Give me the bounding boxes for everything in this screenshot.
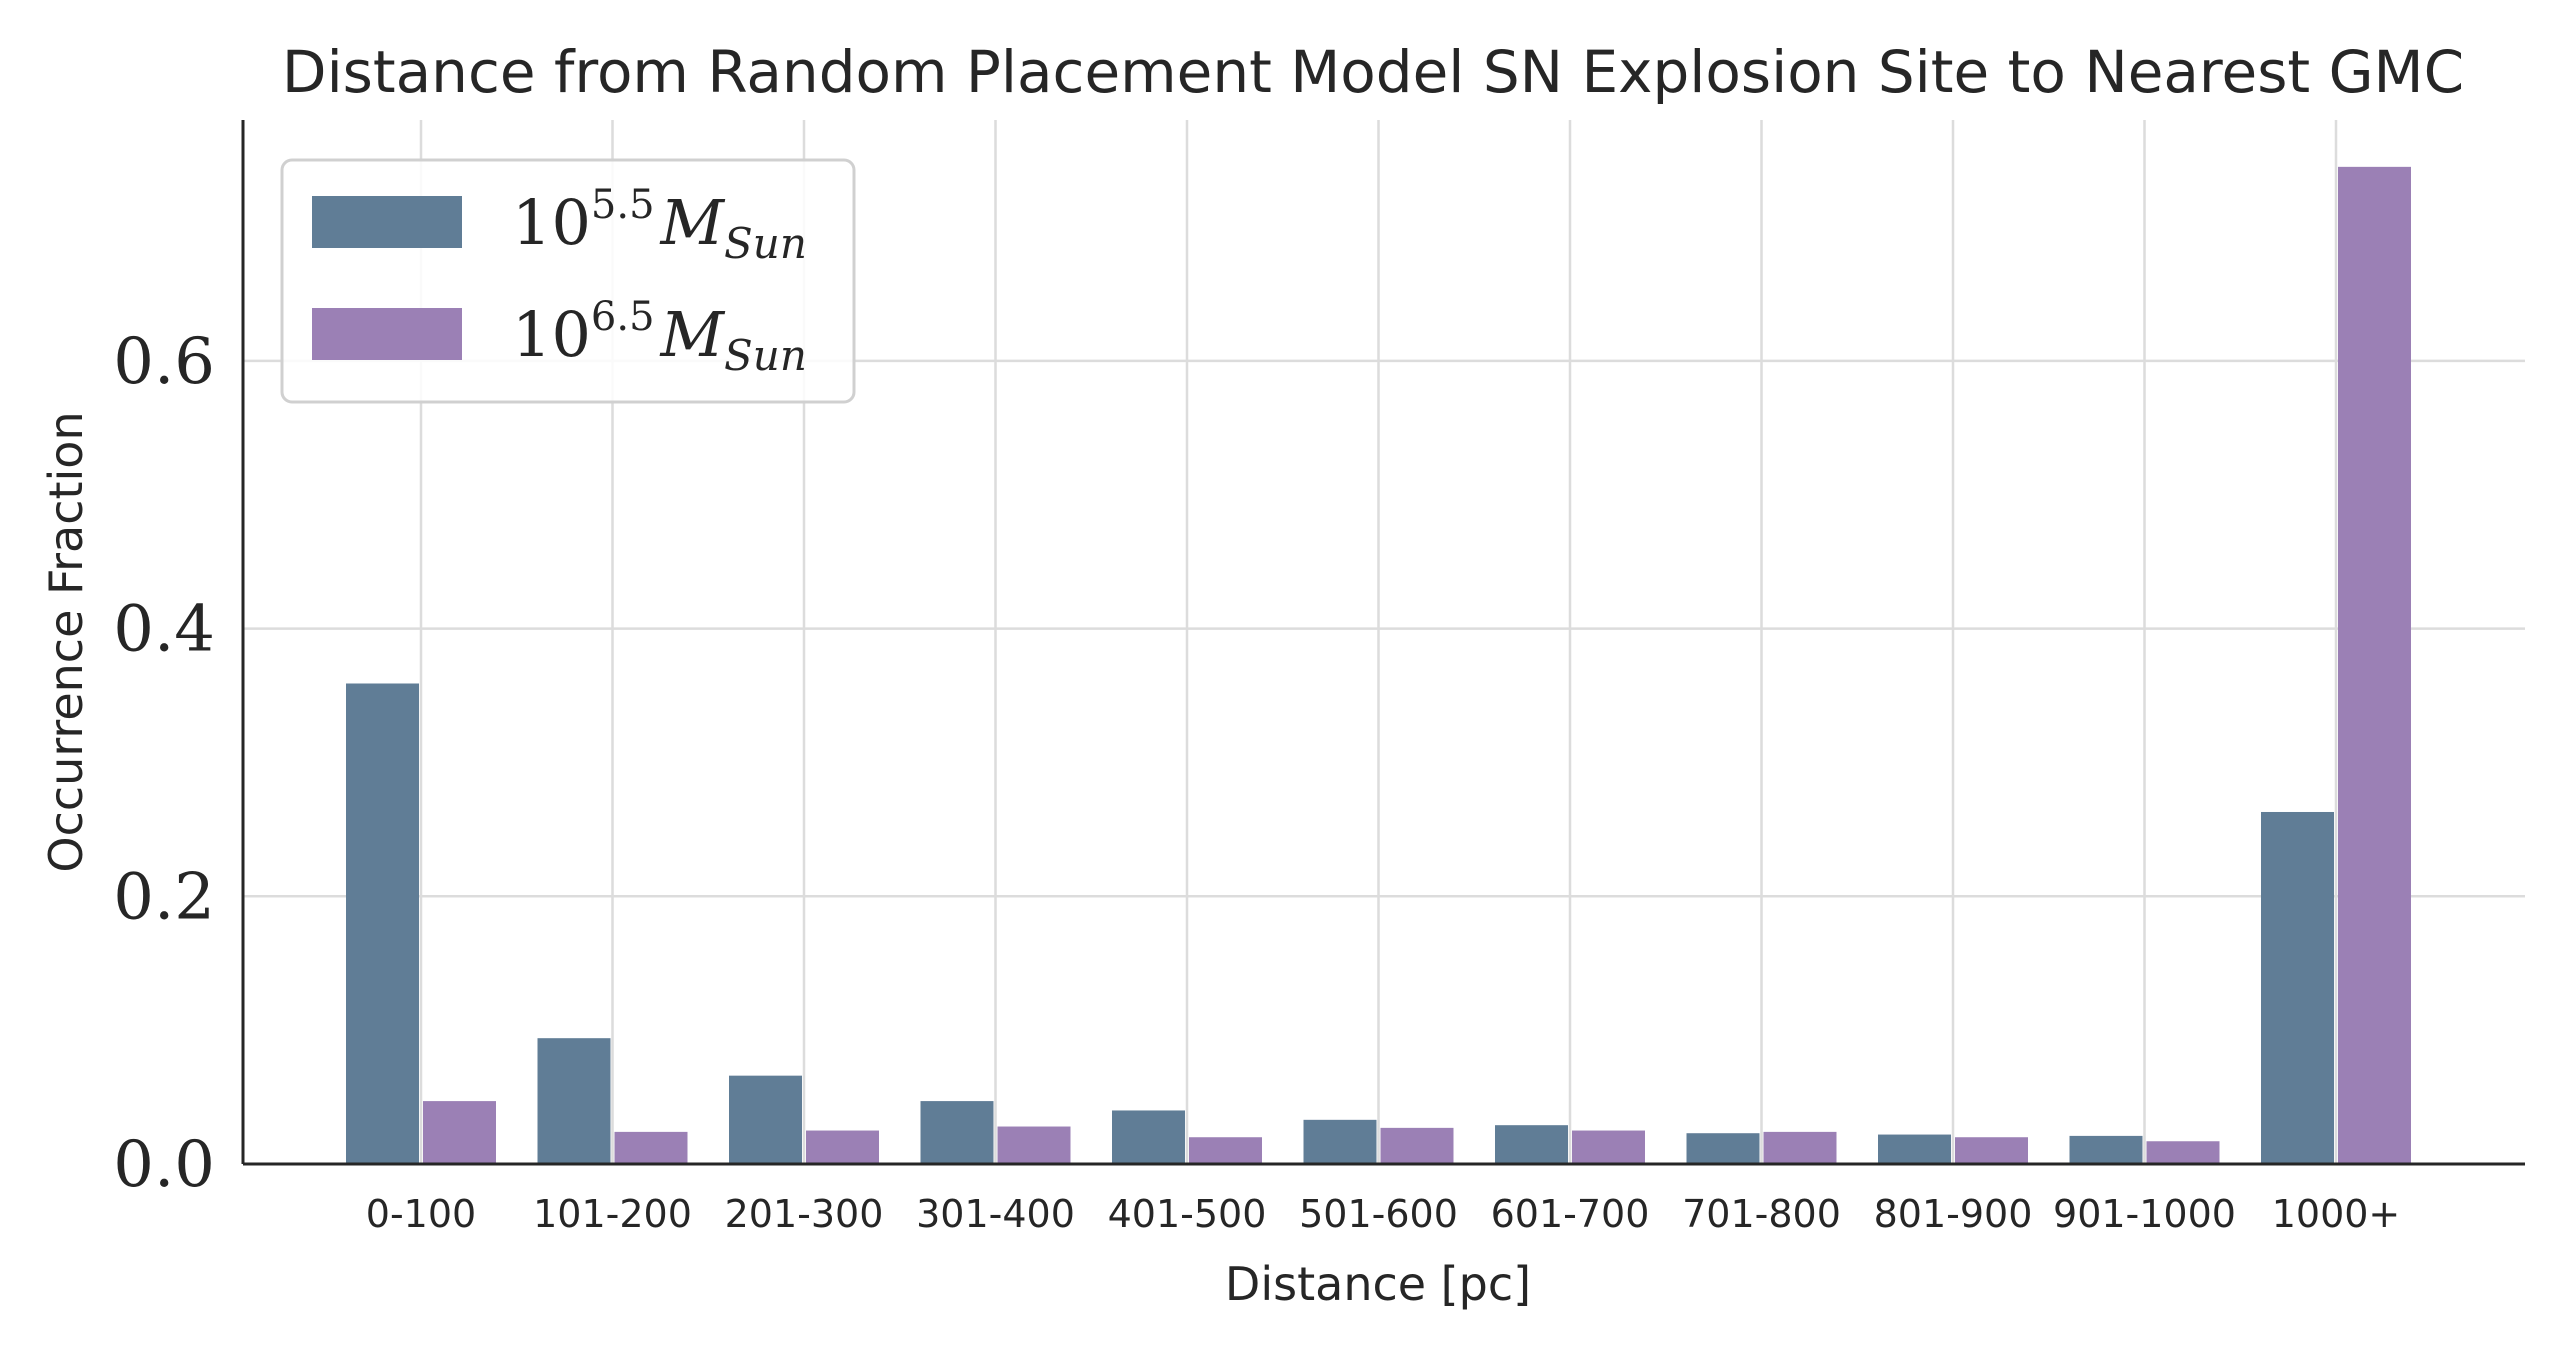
bar-series-2-301-400 — [997, 1126, 1071, 1164]
bar-series-2-601-700 — [1572, 1130, 1645, 1164]
y-tick-label: 0.6 — [113, 325, 215, 399]
bar-series-1-1000+ — [2261, 811, 2334, 1164]
x-tick-label: 501-600 — [1299, 1192, 1458, 1236]
x-tick-label: 401-500 — [1108, 1192, 1267, 1236]
legend-label-series-1: 105.5MSun — [512, 182, 807, 268]
bar-series-1-701-800 — [1686, 1133, 1760, 1164]
x-tick-label: 301-400 — [916, 1192, 1075, 1236]
x-tick-labels: 0-100 101-200 201-300 301-400 401-500 501-600… — [366, 1192, 2400, 1236]
bar-series-2-201-300 — [806, 1130, 879, 1164]
x-tick-label: 101-200 — [533, 1192, 692, 1236]
x-tick-label: 801-900 — [1874, 1192, 2033, 1236]
bar-series-2-901-1000 — [2146, 1141, 2220, 1164]
bar-series-1-401-500 — [1112, 1110, 1185, 1164]
x-tick-label: 701-800 — [1682, 1192, 1841, 1236]
bars — [346, 166, 2411, 1164]
legend-label-series-2: 106.5MSun — [512, 294, 807, 380]
bar-series-1-201-300 — [729, 1075, 802, 1164]
bar-series-2-401-500 — [1189, 1137, 1262, 1164]
y-tick-label: 0.4 — [113, 593, 215, 667]
x-axis-label: Distance [pc] — [1225, 1257, 1531, 1311]
bar-series-1-801-900 — [1878, 1134, 1951, 1164]
x-tick-label: 1000+ — [2272, 1192, 2401, 1236]
bar-series-2-1000+ — [2338, 166, 2411, 1164]
chart-title: Distance from Random Placement Model SN … — [282, 38, 2464, 106]
bar-series-1-101-200 — [537, 1038, 611, 1164]
bar-series-2-701-800 — [1763, 1131, 1837, 1164]
y-tick-labels: 0.0 0.2 0.4 0.6 — [113, 325, 215, 1202]
y-tick-label: 0.2 — [113, 860, 215, 934]
x-tick-label: 0-100 — [366, 1192, 476, 1236]
legend-swatch-series-2 — [312, 308, 462, 360]
bar-series-2-801-900 — [1955, 1137, 2028, 1164]
y-tick-label: 0.0 — [113, 1128, 215, 1202]
bar-series-1-501-600 — [1303, 1119, 1377, 1164]
bar-series-2-101-200 — [614, 1131, 688, 1164]
x-tick-label: 601-700 — [1491, 1192, 1650, 1236]
y-axis-label: Occurrence Fraction — [39, 411, 93, 872]
x-tick-label: 901-1000 — [2053, 1192, 2236, 1236]
bar-series-1-301-400 — [920, 1101, 994, 1164]
x-tick-label: 201-300 — [725, 1192, 884, 1236]
bar-series-1-601-700 — [1495, 1125, 1568, 1164]
legend-swatch-series-1 — [312, 196, 462, 248]
legend: 105.5MSun 106.5MSun — [280, 158, 856, 404]
bar-series-2-501-600 — [1380, 1127, 1454, 1164]
bar-series-2-0-100 — [423, 1101, 496, 1164]
bar-series-1-901-1000 — [2069, 1135, 2143, 1164]
bar-series-1-0-100 — [346, 683, 419, 1164]
